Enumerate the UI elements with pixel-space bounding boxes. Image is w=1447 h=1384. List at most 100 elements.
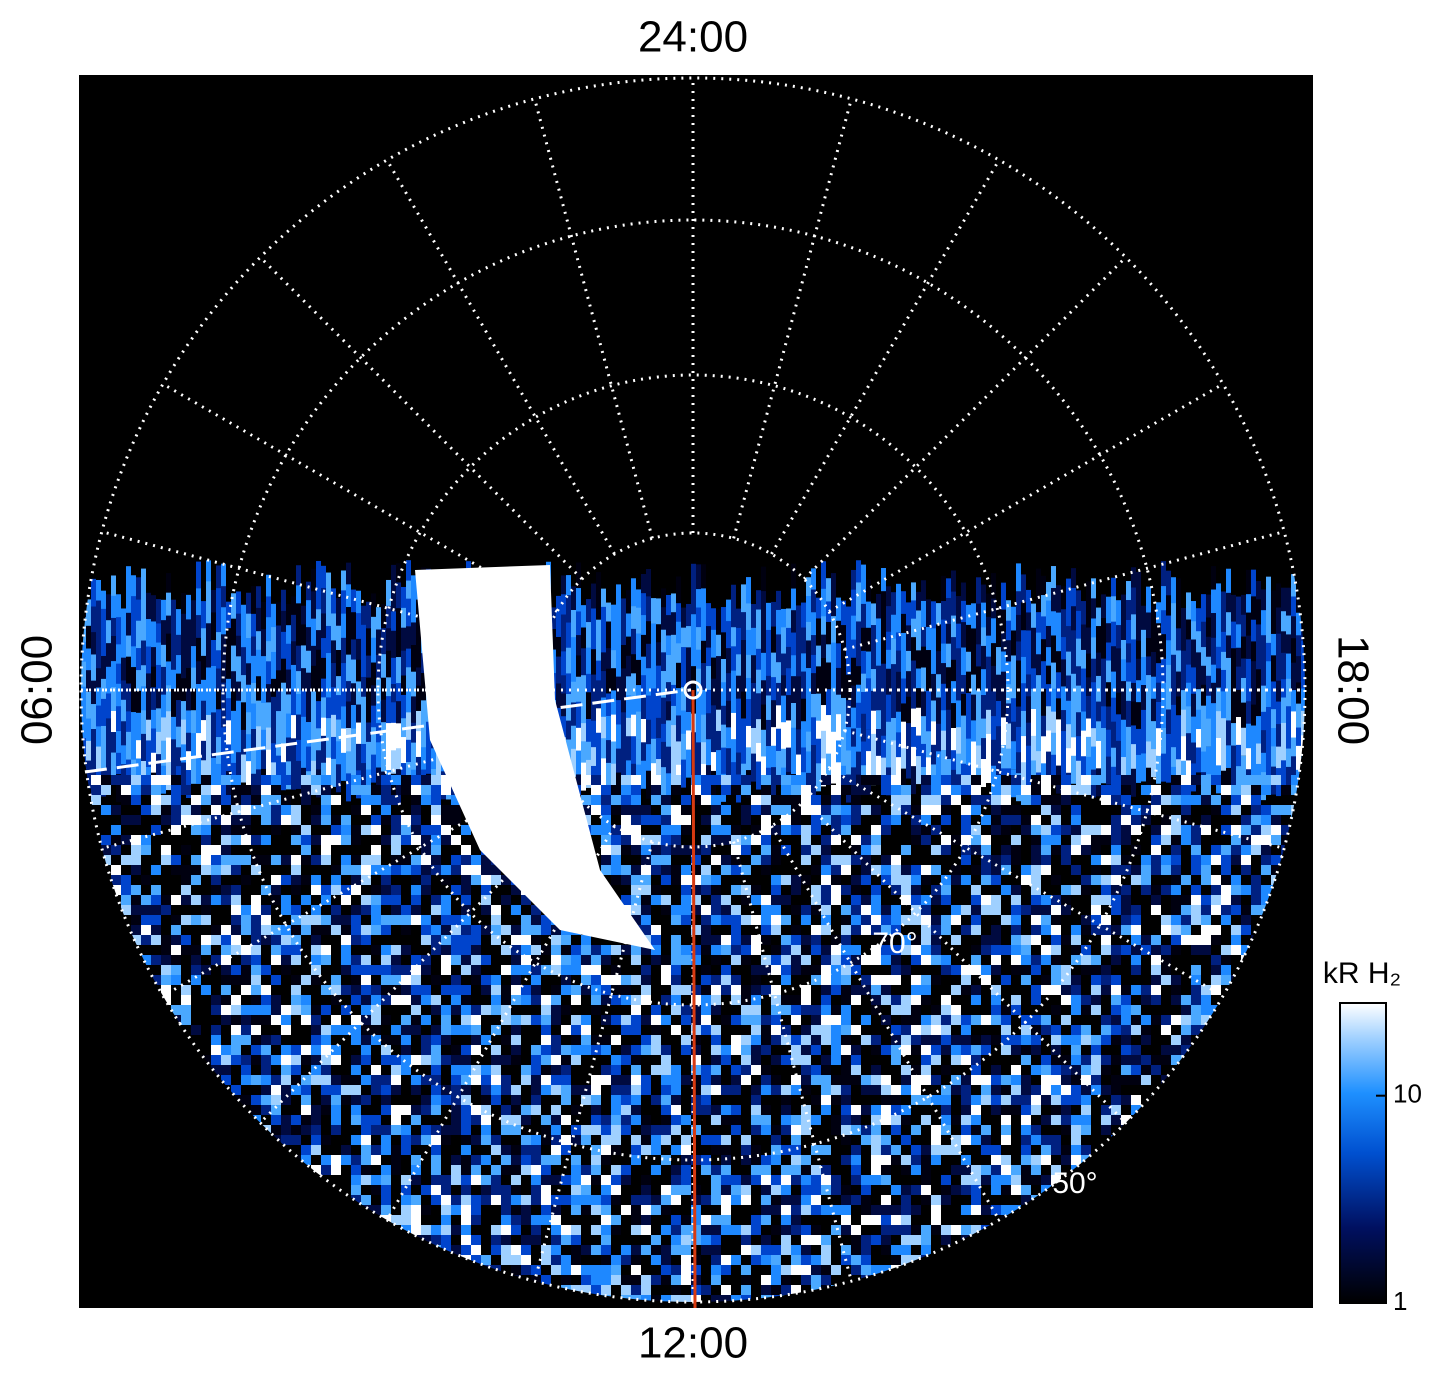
pixel xyxy=(216,632,221,661)
pixel xyxy=(961,825,971,835)
pixel xyxy=(351,1095,361,1105)
pixel xyxy=(1151,865,1161,875)
pixel xyxy=(861,583,866,612)
pixel xyxy=(641,1075,651,1085)
pixel xyxy=(646,643,651,672)
pixel xyxy=(751,1035,761,1045)
pixel xyxy=(986,755,991,784)
pixel xyxy=(451,815,461,825)
pixel xyxy=(851,895,861,905)
pixel xyxy=(711,1065,721,1075)
pixel xyxy=(321,638,326,667)
pixel xyxy=(1006,661,1011,690)
pixel xyxy=(111,835,121,845)
pixel xyxy=(741,935,751,945)
pixel xyxy=(601,1065,611,1075)
pixel xyxy=(841,885,851,895)
pixel xyxy=(221,563,226,592)
pixel xyxy=(206,714,211,743)
pixel xyxy=(971,915,981,925)
pixel xyxy=(1246,594,1251,623)
pixel xyxy=(621,985,631,995)
pixel xyxy=(271,1075,281,1085)
pixel xyxy=(1021,762,1026,791)
pixel xyxy=(866,729,871,758)
pixel xyxy=(821,1085,831,1095)
pixel xyxy=(611,795,621,805)
pixel xyxy=(606,668,611,697)
pixel xyxy=(386,743,391,772)
pixel xyxy=(771,1055,781,1065)
pixel xyxy=(1101,1115,1111,1125)
pixel xyxy=(86,599,91,628)
pixel xyxy=(956,673,961,702)
pixel xyxy=(451,835,461,845)
pixel xyxy=(411,1025,421,1035)
pixel xyxy=(846,750,851,779)
pixel xyxy=(891,1085,901,1095)
pixel xyxy=(141,710,146,739)
pixel xyxy=(591,805,601,815)
pixel xyxy=(276,602,281,631)
pixel xyxy=(961,1115,971,1125)
pixel xyxy=(1146,612,1151,641)
pixel xyxy=(891,875,901,885)
pixel xyxy=(821,634,826,663)
pixel xyxy=(1191,915,1201,925)
pixel xyxy=(161,985,171,995)
pixel xyxy=(1151,785,1161,795)
pixel xyxy=(1121,855,1131,865)
pixel xyxy=(86,691,91,720)
pixel xyxy=(1071,587,1076,616)
pixel xyxy=(461,955,471,965)
pixel xyxy=(1001,1105,1011,1115)
pixel xyxy=(1076,760,1081,789)
pixel xyxy=(1056,719,1061,748)
pixel xyxy=(256,726,261,755)
pixel xyxy=(991,1065,1001,1075)
pixel xyxy=(411,575,416,604)
pixel xyxy=(1236,624,1241,653)
pixel xyxy=(1116,670,1121,699)
pixel xyxy=(626,590,631,619)
pixel xyxy=(1141,985,1151,995)
pixel xyxy=(431,895,441,905)
pixel xyxy=(881,1085,891,1095)
pixel xyxy=(751,1095,761,1105)
pixel xyxy=(986,616,991,645)
pixel xyxy=(576,611,581,640)
pixel xyxy=(621,1045,631,1055)
pixel xyxy=(331,1085,341,1095)
pixel xyxy=(811,945,821,955)
pixel xyxy=(831,596,836,625)
pixel xyxy=(181,895,191,905)
pixel xyxy=(701,965,711,975)
pixel xyxy=(1251,743,1256,772)
pixel xyxy=(1041,805,1051,815)
pixel xyxy=(281,706,286,735)
pixel xyxy=(631,955,641,965)
pixel xyxy=(251,895,261,905)
pixel xyxy=(951,785,961,795)
pixel xyxy=(796,729,801,758)
pixel xyxy=(306,650,311,679)
pixel xyxy=(251,905,261,915)
pixel xyxy=(1131,1105,1141,1115)
pixel xyxy=(956,727,961,756)
pixel xyxy=(591,1145,601,1155)
pixel xyxy=(381,1095,391,1105)
pixel xyxy=(896,583,901,612)
pixel xyxy=(191,733,196,762)
pixel xyxy=(901,1005,911,1015)
pixel xyxy=(1206,656,1211,685)
pixel xyxy=(651,865,661,875)
pixel xyxy=(1041,1055,1051,1065)
pixel xyxy=(651,1065,661,1075)
pixel xyxy=(221,935,231,945)
pixel xyxy=(361,676,366,705)
pixel xyxy=(521,995,531,1005)
pixel xyxy=(931,628,936,657)
pixel xyxy=(576,750,581,779)
pixel xyxy=(856,666,861,695)
pixel xyxy=(871,955,881,965)
